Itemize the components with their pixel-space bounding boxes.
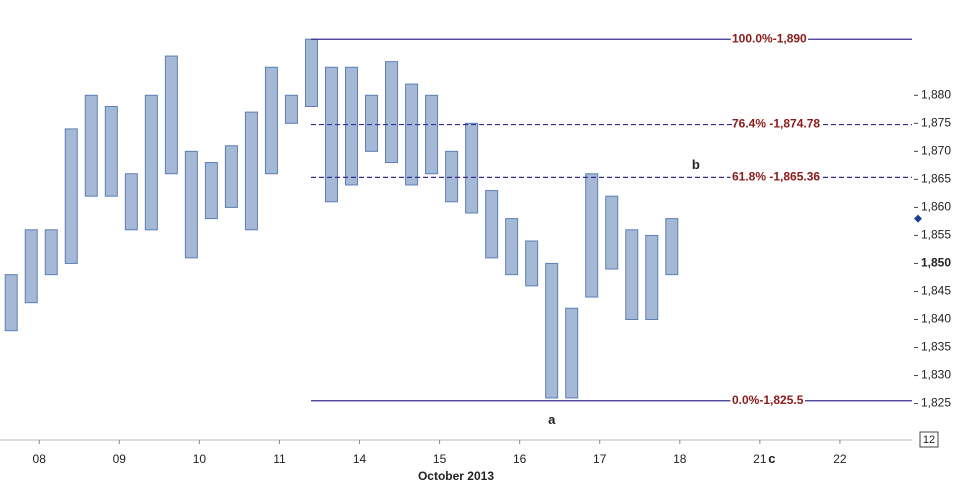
price-bar — [505, 218, 519, 276]
x-tick-label: 14 — [353, 452, 367, 466]
y-tick-label: 1,850 — [921, 256, 951, 270]
fib-label: 76.4% -1,874.78 — [732, 117, 820, 131]
price-bar — [204, 162, 218, 220]
price-bar — [625, 229, 639, 320]
price-bar — [24, 229, 38, 304]
badge-box[interactable] — [919, 431, 939, 448]
price-bar — [104, 105, 118, 197]
x-tick-label: 15 — [433, 452, 447, 466]
price-bar — [44, 229, 58, 276]
price-bar — [525, 240, 539, 287]
price-bar — [324, 66, 338, 203]
price-bar — [124, 173, 138, 231]
wave-label: c — [768, 451, 775, 466]
price-bar — [164, 55, 178, 175]
y-tick-label: 1,865 — [921, 172, 951, 186]
price-bar — [385, 61, 399, 164]
y-tick-label: 1,835 — [921, 340, 951, 354]
last-price-marker — [914, 214, 922, 223]
x-tick-label: 10 — [193, 452, 207, 466]
price-bar — [565, 307, 579, 399]
price-bar — [84, 94, 98, 197]
x-tick-label: 11 — [273, 452, 286, 466]
price-bar — [284, 94, 298, 124]
price-bar — [64, 128, 78, 264]
price-bar — [465, 122, 479, 214]
price-bar — [665, 218, 679, 276]
wave-label: b — [692, 157, 700, 172]
y-tick-label: 1,830 — [921, 368, 951, 382]
fib-label: 100.0%-1,890 — [732, 31, 807, 45]
x-tick-label: 16 — [513, 452, 527, 466]
price-bar — [244, 111, 258, 231]
price-bar — [304, 38, 318, 107]
x-tick-label: 22 — [833, 452, 847, 466]
price-bar — [485, 190, 499, 259]
price-bar — [605, 195, 619, 270]
y-tick-label: 1,845 — [921, 284, 951, 298]
fib-label: 61.8% -1,865.36 — [732, 170, 820, 184]
badge[interactable]: 12 — [923, 434, 935, 446]
y-tick-label: 1,880 — [921, 87, 951, 101]
y-tick-label: 1,875 — [921, 115, 951, 129]
x-tick-label: 21 — [753, 452, 767, 466]
price-bar — [405, 83, 419, 186]
price-bar — [585, 173, 599, 298]
price-bar — [425, 94, 439, 175]
x-axis-label: October 2013 — [418, 469, 494, 483]
x-tick-label: 18 — [673, 452, 687, 466]
price-bar — [645, 234, 659, 320]
price-bar — [144, 94, 158, 231]
price-bar — [264, 66, 278, 175]
price-bar — [4, 274, 18, 332]
y-tick-label: 1,825 — [921, 396, 951, 410]
y-tick-label: 1,855 — [921, 228, 951, 242]
price-bar — [345, 66, 359, 186]
y-tick-label: 1,860 — [921, 200, 951, 214]
x-tick-label: 08 — [33, 452, 47, 466]
price-bar — [184, 150, 198, 259]
y-tick-label: 1,870 — [921, 144, 951, 158]
price-bar — [545, 262, 559, 399]
price-bar — [445, 150, 459, 203]
fib-label: 0.0%-1,825.5 — [732, 393, 804, 407]
x-tick-label: 09 — [113, 452, 127, 466]
price-bar — [365, 94, 379, 152]
price-bar — [224, 145, 238, 208]
x-tick-label: 17 — [593, 452, 607, 466]
y-tick-label: 1,840 — [921, 312, 951, 326]
wave-label: a — [548, 412, 556, 427]
